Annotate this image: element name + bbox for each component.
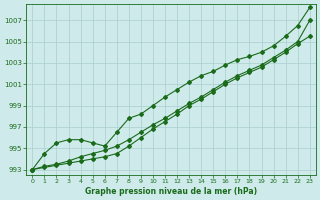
X-axis label: Graphe pression niveau de la mer (hPa): Graphe pression niveau de la mer (hPa) — [85, 187, 257, 196]
